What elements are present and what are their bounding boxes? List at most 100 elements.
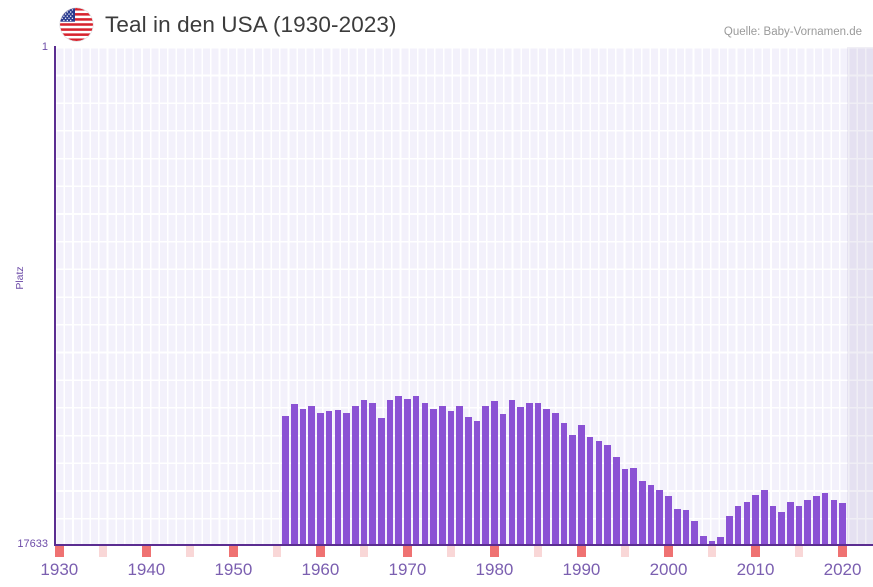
bar[interactable] bbox=[839, 503, 846, 545]
bar[interactable] bbox=[639, 480, 646, 545]
bar[interactable] bbox=[282, 415, 289, 545]
bar[interactable] bbox=[569, 435, 577, 545]
bar[interactable] bbox=[552, 412, 559, 545]
x-axis-tick-label: 1990 bbox=[562, 560, 601, 579]
bar[interactable] bbox=[760, 490, 768, 545]
bar[interactable] bbox=[708, 541, 716, 545]
bar[interactable] bbox=[308, 405, 315, 545]
bar[interactable] bbox=[717, 537, 724, 545]
bar[interactable] bbox=[778, 511, 785, 545]
bar[interactable] bbox=[656, 490, 664, 545]
chart-header: Teal in den USA (1930-2023) Quelle: Baby… bbox=[0, 0, 873, 47]
bar[interactable] bbox=[482, 405, 490, 545]
bar[interactable] bbox=[404, 398, 411, 545]
bar[interactable] bbox=[465, 416, 472, 545]
bar[interactable] bbox=[795, 505, 803, 545]
bar[interactable] bbox=[734, 505, 742, 545]
bar[interactable] bbox=[291, 404, 298, 545]
bar[interactable] bbox=[647, 484, 655, 545]
source-attribution: Quelle: Baby-Vornamen.de bbox=[723, 26, 862, 38]
bar[interactable] bbox=[586, 436, 594, 545]
x-axis-line bbox=[55, 544, 873, 546]
x-axis-tick-label: 1960 bbox=[301, 560, 340, 579]
bar[interactable] bbox=[369, 402, 376, 545]
bar[interactable] bbox=[317, 412, 324, 545]
x-tick-major bbox=[577, 546, 586, 557]
bar[interactable] bbox=[447, 411, 455, 545]
bar[interactable] bbox=[752, 494, 759, 545]
us-flag-icon bbox=[60, 8, 93, 41]
bar[interactable] bbox=[334, 409, 342, 545]
x-axis-tick-label: 1940 bbox=[127, 560, 166, 579]
bar[interactable] bbox=[473, 421, 481, 545]
x-tick-major bbox=[229, 546, 238, 557]
bar[interactable] bbox=[378, 418, 385, 545]
bar[interactable] bbox=[821, 493, 829, 545]
bar[interactable] bbox=[325, 411, 333, 545]
bar[interactable] bbox=[508, 400, 516, 545]
y-axis-line bbox=[54, 46, 56, 546]
bar[interactable] bbox=[395, 395, 403, 545]
bar[interactable] bbox=[430, 408, 437, 545]
x-axis-tick-label: 2000 bbox=[649, 560, 688, 579]
bars-layer bbox=[55, 47, 873, 545]
page-title: Teal in den USA (1930-2023) bbox=[105, 12, 397, 37]
x-axis-tick-label: 1970 bbox=[388, 560, 427, 579]
bar[interactable] bbox=[621, 469, 629, 545]
y-axis-title: Platz bbox=[14, 266, 26, 290]
x-tick-minor bbox=[707, 546, 717, 557]
x-tick-major bbox=[316, 546, 325, 557]
bar[interactable] bbox=[351, 405, 359, 545]
y-axis-tick-bottom: 17633 bbox=[17, 538, 48, 550]
y-axis-tick-top: 1 bbox=[41, 41, 48, 53]
bar[interactable] bbox=[604, 445, 611, 545]
x-tick-minor bbox=[359, 546, 369, 557]
bar[interactable] bbox=[560, 422, 568, 545]
bar[interactable] bbox=[421, 402, 429, 545]
bar[interactable] bbox=[499, 414, 507, 545]
bar[interactable] bbox=[673, 508, 681, 545]
bar[interactable] bbox=[525, 402, 533, 545]
x-tick-major bbox=[490, 546, 499, 557]
bar[interactable] bbox=[830, 500, 838, 545]
bar[interactable] bbox=[578, 425, 585, 545]
x-tick-minor bbox=[446, 546, 456, 557]
bar[interactable] bbox=[595, 440, 603, 545]
bar[interactable] bbox=[343, 412, 350, 545]
x-tick-major bbox=[55, 546, 64, 557]
x-tick-minor bbox=[620, 546, 630, 557]
bar[interactable] bbox=[700, 535, 707, 545]
bar[interactable] bbox=[534, 402, 542, 545]
x-axis-tick-label: 1980 bbox=[475, 560, 514, 579]
bar[interactable] bbox=[726, 515, 733, 545]
bar[interactable] bbox=[743, 501, 751, 545]
x-axis-ticks: 1930 1940 1950 1960 1970 1980 1990 2000 2010 2020 bbox=[40, 546, 873, 587]
x-axis-tick-label: 2010 bbox=[736, 560, 775, 579]
bar[interactable] bbox=[787, 501, 794, 545]
x-tick-major bbox=[403, 546, 412, 557]
bar[interactable] bbox=[543, 408, 550, 545]
bar[interactable] bbox=[612, 456, 620, 545]
x-tick-minor bbox=[533, 546, 543, 557]
bar[interactable] bbox=[491, 401, 498, 545]
bar[interactable] bbox=[691, 521, 698, 545]
bar[interactable] bbox=[813, 496, 820, 545]
bar[interactable] bbox=[804, 500, 812, 545]
bar[interactable] bbox=[665, 496, 672, 545]
bar[interactable] bbox=[630, 467, 637, 545]
x-tick-minor bbox=[185, 546, 195, 557]
x-tick-major bbox=[664, 546, 673, 557]
x-tick-major bbox=[751, 546, 760, 557]
bar[interactable] bbox=[386, 400, 394, 545]
bar[interactable] bbox=[682, 510, 690, 545]
x-axis-tick-label: 1950 bbox=[214, 560, 253, 579]
bar[interactable] bbox=[412, 395, 420, 545]
bar[interactable] bbox=[360, 400, 368, 545]
bar[interactable] bbox=[517, 407, 524, 545]
bar[interactable] bbox=[456, 405, 463, 545]
bar[interactable] bbox=[769, 505, 777, 545]
bar[interactable] bbox=[299, 408, 307, 545]
bar[interactable] bbox=[438, 405, 446, 545]
x-tick-minor bbox=[794, 546, 804, 557]
x-axis-tick-label: 2020 bbox=[823, 560, 862, 579]
